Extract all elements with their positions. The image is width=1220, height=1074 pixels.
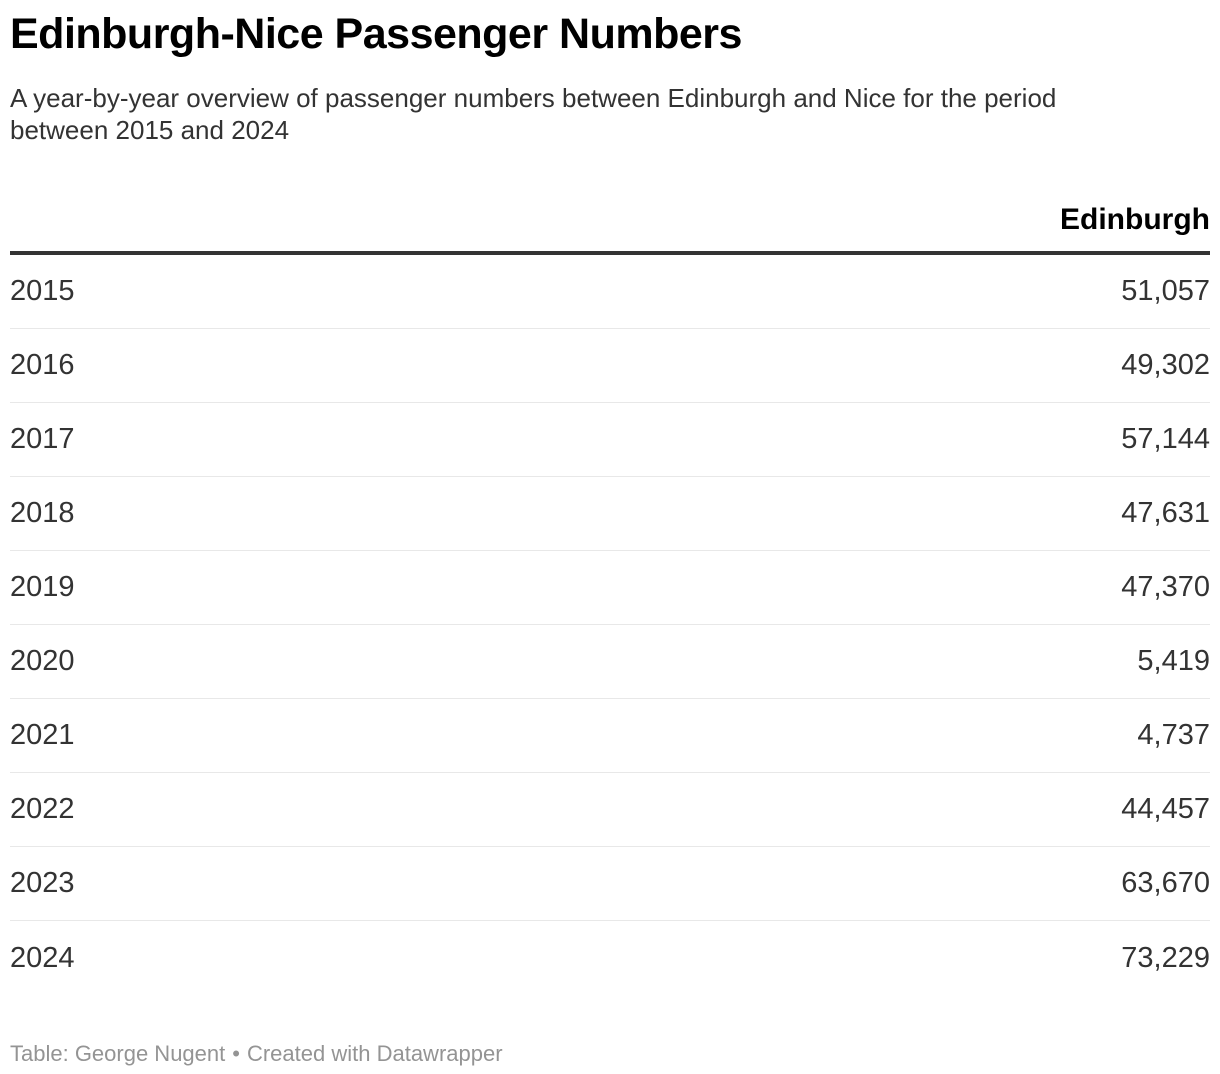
year-cell: 2024 xyxy=(10,941,75,974)
year-cell: 2023 xyxy=(10,867,75,899)
value-cell: 51,057 xyxy=(1121,275,1210,307)
footer-separator: • xyxy=(232,1041,240,1066)
year-cell: 2020 xyxy=(10,645,75,677)
value-cell: 49,302 xyxy=(1121,349,1210,381)
year-cell: 2021 xyxy=(10,719,75,751)
year-cell: 2022 xyxy=(10,793,75,825)
table-row: 2017 57,144 xyxy=(10,403,1210,477)
table-row: 2015 51,057 xyxy=(10,255,1210,329)
chart-description: A year-by-year overview of passenger num… xyxy=(10,83,1057,145)
table-header-row: Edinburgh xyxy=(10,202,1210,255)
passenger-table: Edinburgh 2015 51,057 2016 49,302 2017 5… xyxy=(10,202,1210,995)
table-row: 2024 73,229 xyxy=(10,921,1210,995)
value-cell: 57,144 xyxy=(1121,423,1210,455)
table-row: 2021 4,737 xyxy=(10,699,1210,773)
year-cell: 2015 xyxy=(10,275,75,307)
value-cell: 63,670 xyxy=(1121,867,1210,899)
column-header-edinburgh: Edinburgh xyxy=(1060,203,1210,236)
datawrapper-credit-link[interactable]: Created with Datawrapper xyxy=(246,1041,503,1066)
byline-text: Table: George Nugent xyxy=(10,1041,226,1066)
table-row: 2022 44,457 xyxy=(10,773,1210,847)
year-cell: 2018 xyxy=(10,497,75,529)
year-cell: 2016 xyxy=(10,349,75,381)
value-cell: 4,737 xyxy=(1137,719,1210,751)
table-row: 2023 63,670 xyxy=(10,847,1210,921)
table-footer: Table: George Nugent • Created with Data… xyxy=(10,1041,1210,1067)
value-cell: 47,370 xyxy=(1121,571,1210,603)
value-cell: 47,631 xyxy=(1121,497,1210,529)
value-cell: 73,229 xyxy=(1121,941,1210,974)
page-title: Edinburgh-Nice Passenger Numbers xyxy=(10,10,742,58)
value-cell: 5,419 xyxy=(1137,645,1210,677)
table-row: 2018 47,631 xyxy=(10,477,1210,551)
table-row: 2016 49,302 xyxy=(10,329,1210,403)
value-cell: 44,457 xyxy=(1121,793,1210,825)
year-cell: 2017 xyxy=(10,423,75,455)
year-cell: 2019 xyxy=(10,571,75,603)
table-row: 2019 47,370 xyxy=(10,551,1210,625)
table-row: 2020 5,419 xyxy=(10,625,1210,699)
